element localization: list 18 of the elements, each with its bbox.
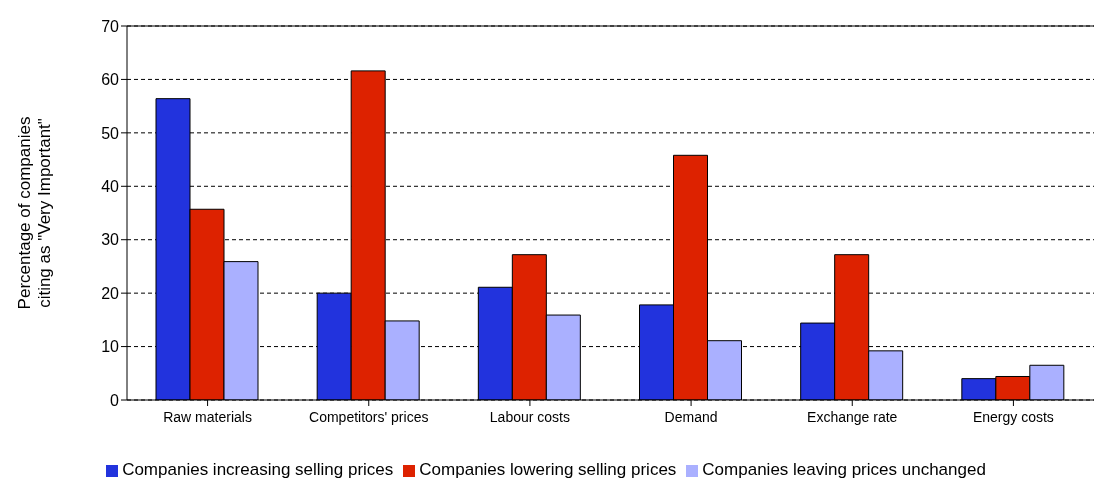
y-tick-label: 20 (101, 284, 120, 302)
x-tick-label: Competitors' prices (309, 408, 429, 425)
y-tick-label: 60 (101, 71, 120, 89)
y-tick-label: 10 (101, 338, 120, 356)
y-tick-label: 50 (101, 124, 120, 142)
y-tick-label: 30 (101, 231, 120, 249)
y-tick-label: 0 (110, 391, 120, 409)
x-tick-label: Energy costs (972, 408, 1054, 425)
legend-label: Companies leaving prices unchanged (702, 460, 986, 479)
x-tick-label: Exchange rate (807, 408, 898, 425)
x-tick-label: Labour costs (489, 408, 570, 425)
x-tick-label: Raw materials (163, 408, 252, 425)
legend-label: Companies increasing selling prices (122, 460, 394, 479)
y-tick-label: 70 (101, 17, 120, 35)
x-tick-label: Demand (664, 408, 718, 425)
y-tick-label: 40 (101, 177, 120, 195)
legend-label: Companies lowering selling prices (419, 460, 677, 479)
y-axis-title: Percentage of companies citing as "Very Important" (15, 116, 54, 310)
